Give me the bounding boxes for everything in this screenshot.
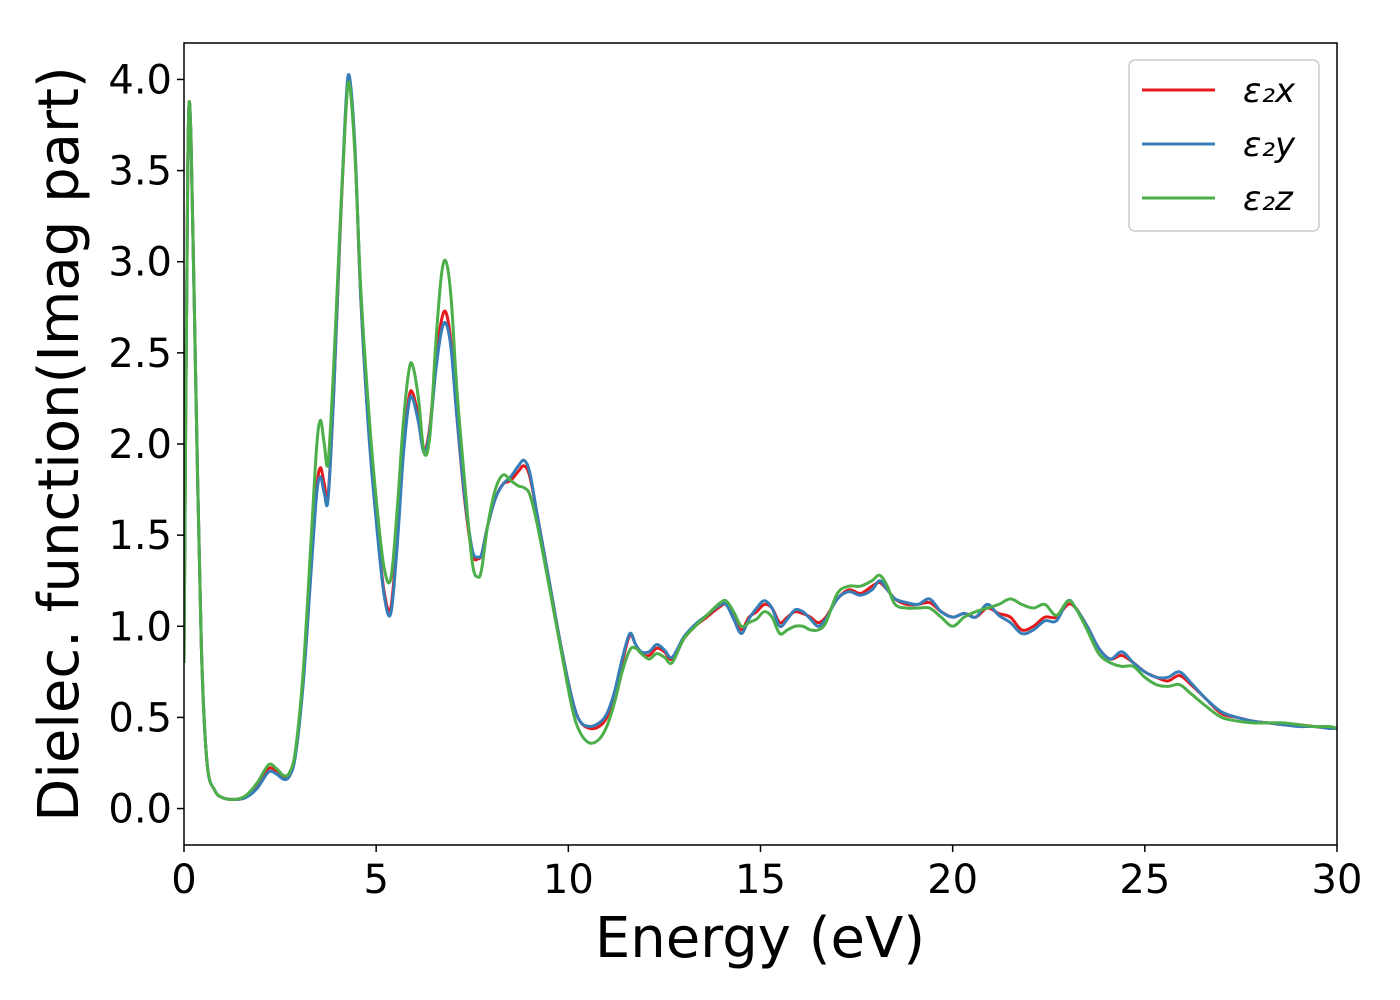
x-tick-label: 30 <box>1312 857 1363 903</box>
y-tick-label: 0.0 <box>108 787 172 833</box>
x-tick-label: 25 <box>1119 857 1170 903</box>
axes-group: 0 5 10 15 20 25 30 0.0 0.5 1.0 1.5 2.0 2.5 3.0 3.5 4.0 <box>108 57 1362 903</box>
legend-label-3: ε₂z <box>1243 179 1294 219</box>
x-tick-label: 5 <box>363 857 388 903</box>
legend-box <box>1128 59 1320 232</box>
x-tick-label: 20 <box>927 857 978 903</box>
y-tick-label: 3.5 <box>108 149 172 195</box>
x-tick-label: 10 <box>543 857 594 903</box>
y-tick-label: 3.0 <box>108 240 172 286</box>
x-axis-label: Energy (eV) <box>595 906 925 971</box>
series-line-3 <box>184 80 1337 802</box>
legend: ε₂x ε₂y ε₂z <box>1128 59 1320 232</box>
y-tick-label: 1.5 <box>108 513 172 559</box>
series-line-1 <box>184 76 1337 801</box>
y-tick-label: 0.5 <box>108 695 172 741</box>
legend-label-1: ε₂x <box>1243 71 1296 111</box>
y-axis-label: Dielec. function(Imag part) <box>27 66 92 822</box>
y-tick-label: 2.0 <box>108 422 172 468</box>
series-group <box>184 73 1337 802</box>
series-line-2 <box>184 73 1337 801</box>
x-tick-label: 15 <box>735 857 786 903</box>
legend-label-2: ε₂y <box>1243 125 1296 165</box>
y-tick-label: 2.5 <box>108 331 172 377</box>
y-tick-label: 1.0 <box>108 604 172 650</box>
x-tick-label: 0 <box>171 857 196 903</box>
plot-frame <box>183 42 1338 846</box>
y-tick-label: 4.0 <box>108 57 172 103</box>
